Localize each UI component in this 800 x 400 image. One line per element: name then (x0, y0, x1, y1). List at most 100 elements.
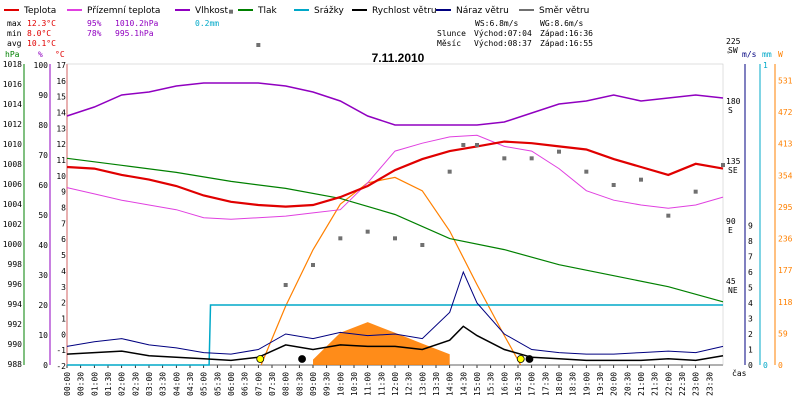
legend-label-1: Přízemní teplota (87, 6, 160, 16)
x-tick-46: 23:00 (692, 372, 701, 396)
degc-tick-18: -1 (56, 346, 66, 355)
mm-tick-1: 0 (763, 361, 768, 370)
dir-tick-3: 225 (726, 37, 741, 46)
degc-tick-9: 8 (61, 204, 66, 213)
stat-max-hum: 95% (87, 19, 102, 28)
moon-rise: Východ:08:37 (474, 39, 532, 48)
wind-dir-point-11 (393, 236, 397, 241)
dir-axis-label: ° (726, 50, 731, 59)
hpa-tick-8: 1002 (3, 220, 22, 229)
ms-tick-0: 9 (748, 222, 753, 231)
pct-tick-8: 20 (38, 301, 48, 310)
w-tick-9: 0 (778, 361, 783, 370)
wind-dir-point-15 (475, 143, 479, 147)
moonset-marker (525, 355, 534, 363)
wind-dir-point-16 (502, 156, 507, 161)
x-tick-18: 09:00 (309, 372, 318, 396)
x-tick-32: 16:00 (500, 372, 509, 396)
sunset-marker (516, 355, 525, 363)
stat-min-hum: 78% (87, 29, 102, 38)
wind-speed-info: WS:6.8m/s (475, 19, 519, 28)
ms-axis-label: m/s (742, 50, 757, 59)
dir-tick-6: 90 (726, 217, 736, 226)
pct-tick-6: 40 (38, 241, 48, 250)
stats-panel: max 12.3°C 95% 1010.2hPa 0.2mm min 8.0°C… (7, 19, 593, 48)
dir-name-7: NE (728, 286, 738, 295)
stat-avg-temp: 10.1°C (27, 39, 56, 48)
sun-label: Slunce (437, 29, 466, 38)
dir-name-5: SE (728, 166, 738, 175)
x-tick-15: 07:30 (268, 372, 277, 396)
sunrise-marker (256, 355, 265, 363)
stat-avg-label: avg (7, 39, 22, 48)
wind-dir-point-20 (611, 183, 616, 187)
ms-tick-7: 2 (748, 330, 753, 339)
x-tick-47: 23:30 (705, 372, 714, 396)
wind-dir-point-14 (461, 143, 466, 147)
degc-tick-4: 13 (56, 124, 66, 133)
ms-tick-6: 3 (748, 315, 753, 324)
x-tick-21: 10:30 (350, 372, 359, 396)
x-tick-38: 19:00 (582, 372, 591, 396)
pct-tick-10: 0 (43, 361, 48, 370)
pct-tick-2: 80 (38, 121, 48, 130)
wind-dir-point-23 (693, 189, 698, 194)
moon-label: Měsíc (437, 39, 461, 48)
x-tick-13: 06:30 (241, 372, 250, 396)
wind-dir-point-12 (420, 243, 425, 247)
x-tick-22: 11:00 (364, 372, 373, 396)
sun-rise: Východ:07:04 (474, 29, 532, 38)
x-tick-16: 08:00 (282, 372, 291, 396)
ms-tick-2: 7 (748, 253, 753, 262)
pct-axis-label: % (38, 50, 43, 59)
degc-tick-2: 15 (56, 93, 66, 102)
stat-min-label: min (7, 29, 22, 38)
ms-tick-8: 1 (748, 346, 753, 355)
x-tick-4: 02:00 (118, 372, 127, 396)
x-tick-14: 07:00 (254, 372, 263, 396)
x-tick-34: 17:00 (528, 372, 537, 396)
x-tick-5: 02:30 (131, 372, 140, 396)
x-tick-20: 10:00 (336, 372, 345, 396)
hpa-tick-7: 1004 (3, 200, 22, 209)
hpa-tick-4: 1010 (3, 140, 22, 149)
x-tick-0: 00:00 (63, 372, 72, 396)
x-tick-24: 12:00 (391, 372, 400, 396)
wind-dir-point-21 (639, 177, 643, 182)
legend-label-2: Vlhkost (195, 6, 228, 16)
x-tick-33: 16:30 (514, 372, 523, 396)
x-tick-44: 22:00 (664, 372, 673, 396)
pct-tick-5: 50 (38, 211, 48, 220)
dir-tick-5: 135 (726, 157, 741, 166)
x-axis-label: čas (732, 368, 747, 378)
x-tick-23: 11:30 (377, 372, 386, 396)
stat-max-rain: 0.2mm (195, 19, 219, 28)
x-tick-6: 03:00 (145, 372, 154, 396)
hpa-tick-12: 994 (8, 300, 23, 309)
stat-min-press: 995.1hPa (115, 29, 154, 38)
x-tick-30: 15:00 (473, 372, 482, 396)
w-tick-7: 118 (778, 298, 793, 307)
degc-tick-5: 12 (56, 140, 66, 149)
dir-name-6: E (728, 226, 733, 235)
hpa-tick-13: 992 (8, 320, 23, 329)
wind-dir-point-7 (283, 283, 288, 287)
degc-tick-7: 10 (56, 172, 66, 181)
x-tick-28: 14:00 (446, 372, 455, 396)
rain-line (67, 304, 723, 366)
degc-tick-0: 17 (56, 61, 66, 70)
degc-tick-14: 3 (61, 283, 66, 292)
legend-label-7: Směr větru (539, 6, 589, 16)
chart-title: 7.11.2010 (372, 51, 425, 65)
legend-label-6: Náraz větru (456, 6, 509, 16)
w-tick-0: 531 (778, 76, 793, 85)
temperature-line (66, 140, 724, 208)
w-tick-3: 354 (778, 171, 793, 180)
wind-gust-info: WG:8.6m/s (540, 19, 584, 28)
hpa-tick-11: 996 (8, 280, 23, 289)
hpa-tick-10: 998 (8, 260, 23, 269)
x-tick-31: 15:30 (487, 372, 496, 396)
pressure-line (66, 157, 724, 303)
degc-tick-17: 0 (61, 330, 66, 339)
